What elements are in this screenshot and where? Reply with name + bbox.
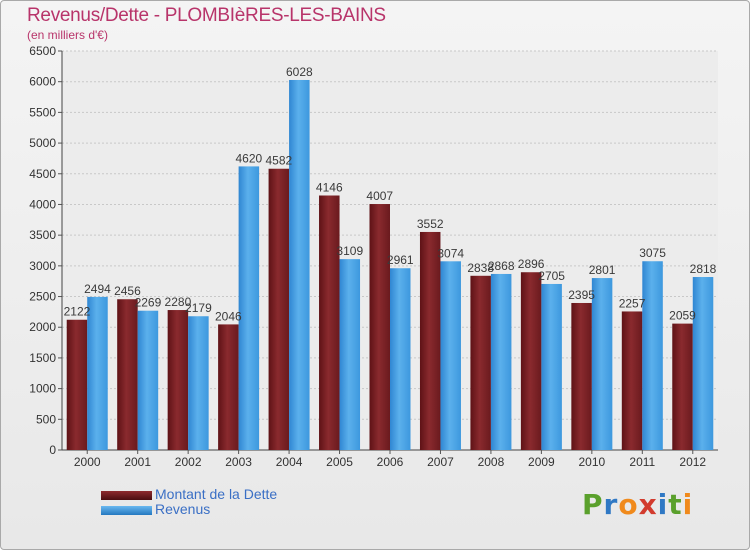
x-tick-label: 2009 [528,455,555,469]
data-label-revenus: 2868 [488,259,515,273]
x-tick-label: 2012 [679,455,706,469]
x-tick-label: 2002 [175,455,202,469]
bar-revenus [339,259,361,450]
bar-revenus [87,296,108,450]
y-tick-label: 3000 [29,259,56,273]
bar-dette [672,323,693,450]
x-tick-label: 2004 [276,455,303,469]
chart-subtitle: (en milliers d'€) [27,28,108,42]
bar-revenus [289,79,310,450]
bar-revenus [137,310,159,450]
bar-dette [621,311,643,450]
bar-dette [520,272,542,450]
bar-dette [268,168,290,450]
data-label-revenus: 2179 [185,301,212,315]
data-label-dette: 4146 [316,180,343,194]
x-tick-label: 2011 [629,455,655,469]
data-label-revenus: 2818 [690,262,717,276]
y-tick-label: 500 [36,412,56,426]
data-label-dette: 2046 [215,309,242,323]
bar-revenus [390,268,411,450]
bar-revenus [642,261,663,450]
data-label-revenus: 3074 [437,246,464,260]
legend-dette-label: Montant de la Dette [155,486,278,502]
bar-revenus [440,261,461,450]
legend-dette-swatch [101,491,152,500]
proxiti-logo: Proxiti [582,488,693,521]
logo-letter: x [638,488,658,521]
bar-revenus [490,273,512,450]
data-label-dette: 2280 [165,295,192,309]
data-label-revenus: 6028 [286,65,313,79]
y-tick-label: 1500 [29,351,56,365]
y-tick-label: 4000 [29,197,56,211]
data-label-revenus: 2269 [135,296,162,310]
bar-dette [167,310,189,450]
bar-dette [218,324,239,450]
bar-revenus [188,316,209,450]
data-label-dette: 2122 [64,305,91,319]
x-tick-label: 2006 [377,455,404,469]
x-tick-label: 2010 [578,455,605,469]
data-label-revenus: 3075 [639,246,666,260]
bar-revenus [692,277,714,450]
data-label-dette: 2838 [467,261,494,275]
y-tick-label: 5500 [29,105,56,119]
bar-revenus [541,283,562,450]
data-label-dette: 2059 [669,309,696,323]
bar-revenus [238,166,260,450]
y-tick-label: 6000 [29,75,56,89]
y-tick-label: 2000 [29,320,56,334]
data-label-revenus: 3109 [336,244,363,258]
y-tick-label: 6500 [29,44,56,58]
y-tick-label: 2500 [29,290,56,304]
data-label-dette: 4007 [366,189,393,203]
legend-revenus-swatch [101,506,152,515]
y-tick-label: 0 [49,443,56,457]
y-tick-label: 3500 [29,228,56,242]
data-label-dette: 3552 [417,217,444,231]
y-tick-label: 5000 [29,136,56,150]
data-label-revenus: 2705 [538,269,565,283]
x-tick-label: 2005 [326,455,353,469]
bar-dette [319,195,340,450]
logo-letter: t [668,488,683,521]
x-tick-label: 2008 [478,455,505,469]
bar-dette [66,319,88,450]
data-label-dette: 2896 [518,257,545,271]
data-label-dette: 2257 [619,296,646,310]
logo-letter: P [582,488,604,521]
bar-dette [117,299,138,450]
bar-dette [470,275,491,450]
data-label-dette: 2395 [568,288,595,302]
logo-letter: i [682,488,694,521]
x-tick-label: 2003 [225,455,252,469]
logo-letter: i [657,488,669,521]
bar-dette [419,231,441,450]
data-label-dette: 4582 [265,154,292,168]
data-label-revenus: 2961 [387,253,414,267]
bar-revenus [591,278,613,450]
y-tick-label: 4500 [29,167,56,181]
x-tick-label: 2007 [427,455,454,469]
data-label-revenus: 4620 [236,151,263,165]
x-tick-label: 2001 [124,455,151,469]
bar-dette [369,204,390,450]
logo-letter: o [618,488,639,521]
y-tick-label: 1000 [29,382,56,396]
bar-dette [571,302,592,450]
data-label-dette: 2456 [114,284,141,298]
chart-title: Revenus/Dette - PLOMBIèRES-LES-BAINS [27,5,386,26]
x-tick-label: 2000 [74,455,101,469]
logo-letter: r [603,488,619,521]
data-label-revenus: 2494 [84,282,111,296]
legend-revenus-label: Revenus [155,501,211,517]
data-label-revenus: 2801 [589,263,616,277]
